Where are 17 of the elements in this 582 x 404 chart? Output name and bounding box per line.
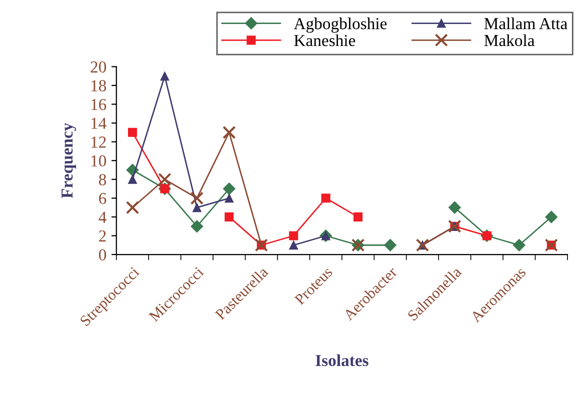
legend-label: Agbogbloshie: [294, 18, 387, 33]
y-tick-label: 18: [91, 80, 106, 92]
y-tick-label: 4: [98, 212, 106, 223]
y-tick-label: 6: [99, 192, 106, 204]
x-axis-title: Isolates: [316, 354, 368, 366]
y-tick-label: 14: [91, 118, 106, 129]
legend-label: Makola: [484, 34, 535, 46]
y-tick-label: 10: [91, 155, 106, 167]
y-tick-label: 16: [91, 98, 106, 110]
y-tick-label: 8: [98, 174, 106, 186]
legend-label: Kaneshie: [294, 34, 356, 46]
y-tick-label: 20: [90, 61, 106, 73]
y-tick-label: 12: [91, 136, 106, 148]
y-tick-label: 0: [98, 249, 106, 260]
legend-label: Mallam Atta: [484, 18, 568, 30]
y-axis-title: Frequency: [62, 122, 76, 198]
y-tick-label: 2: [99, 230, 106, 242]
